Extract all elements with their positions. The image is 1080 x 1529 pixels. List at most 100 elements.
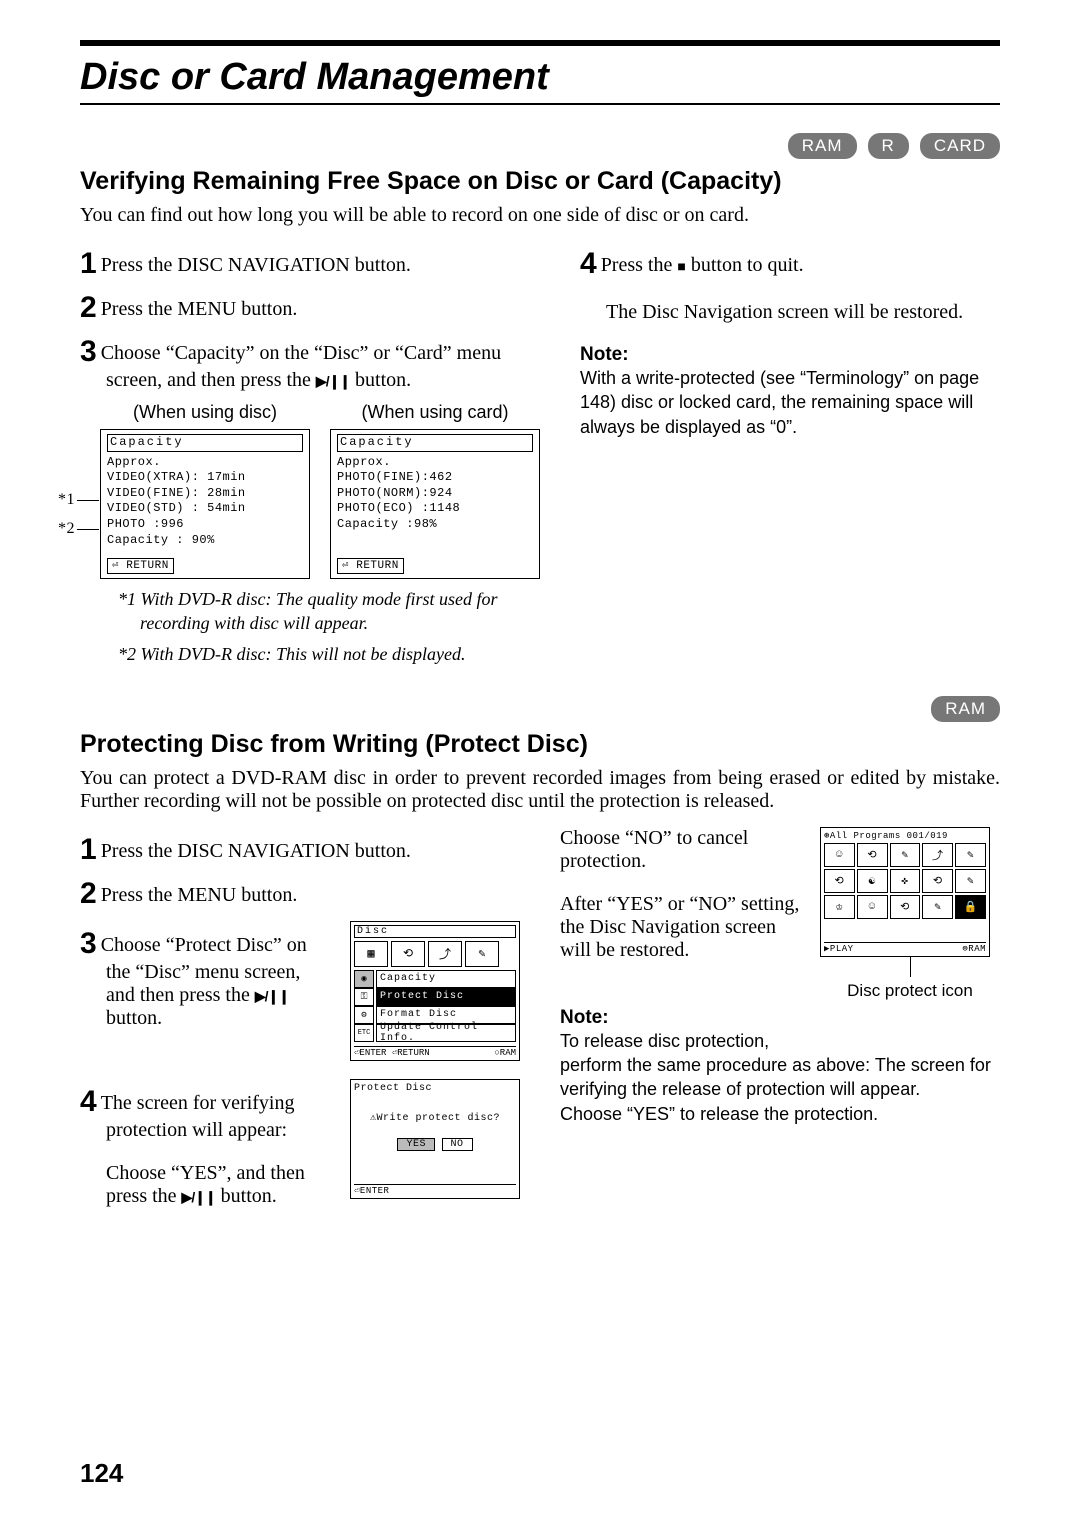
- section2-badges: RAM: [80, 696, 1000, 722]
- playpause-icon: [316, 369, 350, 391]
- s1-restored: The Disc Navigation screen will be resto…: [606, 301, 1000, 324]
- playpause-icon-3: [182, 1185, 216, 1207]
- s2-right2: After “YES” or “NO” setting, the Disc Na…: [560, 893, 800, 962]
- nav-thumb: ⟲: [824, 869, 855, 893]
- section1-badges: RAM R CARD: [80, 133, 1000, 159]
- diag-disc-label: (When using disc): [100, 402, 310, 423]
- s1-step2: 2Press the MENU button.: [80, 291, 540, 325]
- osd-nav: ⊛All Programs 001/019 ☺ ⟲ ✎ ⤴ ✎ ⟲ ☯ ✜ ⟲ …: [820, 827, 990, 957]
- s2-step3-row: 3Choose “Protect Disc” on the “Disc” men…: [80, 921, 520, 1061]
- section2-left: 1Press the DISC NAVIGATION button. 2Pres…: [80, 827, 520, 1228]
- nav-thumb: ✜: [890, 869, 921, 893]
- s2-note-l3: Choose “YES” to release the protection.: [560, 1102, 1000, 1126]
- menu-protect: Protect Disc: [376, 988, 516, 1006]
- osd-card-title: Capacity: [337, 434, 533, 452]
- capacity-diagrams: (When using disc) Capacity Approx. *1 VI…: [100, 402, 540, 579]
- confirm-foot: ⏎ENTER: [354, 1186, 389, 1196]
- section2-heading: Protecting Disc from Writing (Protect Di…: [80, 730, 1000, 759]
- s2-step4b: Choose “YES”, and then press the button.: [106, 1162, 326, 1208]
- osd-disc-l2: VIDEO(XTRA): 17min: [107, 470, 303, 486]
- nav-foot-l: ▶PLAY: [824, 944, 854, 954]
- badge-r: R: [868, 133, 909, 159]
- osd-card-l3: PHOTO(NORM):924: [337, 486, 533, 502]
- osd-disc-l3: VIDEO(FINE): 28min: [107, 486, 303, 502]
- s2-note-title: Note:: [560, 1007, 1000, 1029]
- footnote-1: *1 With DVD-R disc: The quality mode fir…: [118, 587, 540, 636]
- section1-right: 4Press the button to quit. The Disc Navi…: [580, 241, 1000, 666]
- page-number: 124: [80, 1458, 123, 1489]
- s1-step1: 1Press the DISC NAVIGATION button.: [80, 247, 540, 281]
- s2-step3: 3Choose “Protect Disc” on the “Disc” men…: [80, 927, 326, 1030]
- s2-note-l2: perform the same procedure as above: The…: [560, 1053, 1000, 1102]
- s2-step4: 4The screen for verifying protection wil…: [80, 1085, 326, 1142]
- s2-step1-text: Press the DISC NAVIGATION button.: [101, 840, 411, 862]
- badge-ram: RAM: [788, 133, 857, 159]
- s1-note-title: Note:: [580, 344, 1000, 366]
- section2-right: Choose “NO” to cancel protection. After …: [560, 827, 1000, 1228]
- nav-thumb: ☺: [857, 895, 888, 919]
- nav-thumb-locked: 🔒: [955, 895, 986, 919]
- nav-thumb: ✎: [890, 843, 921, 867]
- page-top-rule: [80, 40, 1000, 46]
- section1-left: 1Press the DISC NAVIGATION button. 2Pres…: [80, 241, 540, 666]
- badge-card: CARD: [920, 133, 1000, 159]
- osd-disc-l6: Capacity : 90%: [107, 533, 303, 549]
- osd-disc-menu: Disc ▦ ⟲ ⤴ ✎ ◉Capacity ⚿Protect Disc ⚙Fo…: [350, 921, 520, 1061]
- s1-note-body: With a write-protected (see “Terminology…: [580, 366, 1000, 439]
- star1-label: *1: [58, 491, 75, 508]
- playpause-icon-2: [255, 984, 289, 1006]
- menu-update: Update Control Info.: [376, 1024, 516, 1042]
- osd-card-l2: PHOTO(FINE):462: [337, 470, 533, 486]
- confirm-title: Protect Disc: [354, 1083, 516, 1094]
- osd-disc-return: ⏎ RETURN: [107, 558, 174, 574]
- s1-step3-text-b: button.: [350, 369, 411, 391]
- osd-capacity-disc: Capacity Approx. *1 VIDEO(XTRA): 17min V…: [100, 429, 310, 579]
- section1-columns: 1Press the DISC NAVIGATION button. 2Pres…: [80, 241, 1000, 666]
- menu-foot-r: ○RAM: [494, 1048, 516, 1058]
- s2-step4-text: The screen for verifying protection will…: [101, 1092, 295, 1141]
- s2-step1: 1Press the DISC NAVIGATION button.: [80, 833, 520, 867]
- nav-caption: Disc protect icon: [820, 981, 1000, 1001]
- s1-step4-text-a: Press the: [601, 254, 678, 276]
- nav-thumb: ✎: [955, 869, 986, 893]
- star2-label: *2: [58, 520, 75, 537]
- confirm-yes: YES: [397, 1138, 435, 1151]
- thumb-icon: ▦: [354, 941, 388, 967]
- section2-intro: You can protect a DVD-RAM disc in order …: [80, 767, 1000, 813]
- s2-step4b-c: button.: [216, 1185, 277, 1207]
- s1-step4-text-b: button to quit.: [686, 254, 804, 276]
- osd-disc-title: Capacity: [107, 434, 303, 452]
- osd-disc-l4: VIDEO(STD) : 54min: [107, 501, 303, 517]
- osd-disc-l5: PHOTO :996: [107, 517, 303, 533]
- osd-menu-title: Disc: [354, 925, 516, 938]
- menu-row-icon: ⚙: [354, 1006, 374, 1024]
- nav-foot-r: ⊜RAM: [962, 944, 986, 954]
- confirm-no: NO: [442, 1138, 473, 1151]
- osd-capacity-card: Capacity Approx. PHOTO(FINE):462 PHOTO(N…: [330, 429, 540, 579]
- nav-thumb: ⟲: [857, 843, 888, 867]
- menu-disc-icon: ◉: [354, 970, 374, 988]
- s1-step4: 4Press the button to quit.: [580, 247, 1000, 281]
- nav-thumb: ⟲: [922, 869, 953, 893]
- section1-intro: You can find out how long you will be ab…: [80, 204, 1000, 227]
- osd-card-l4: PHOTO(ECO) :1148: [337, 501, 533, 517]
- menu-capacity: Capacity: [376, 970, 516, 988]
- nav-top: ⊛All Programs 001/019: [824, 831, 986, 841]
- s2-note-l1: To release disc protection,: [560, 1029, 1000, 1053]
- s2-step4-row: 4The screen for verifying protection wil…: [80, 1079, 520, 1228]
- nav-thumb: ♔: [824, 895, 855, 919]
- footnote-2: *2 With DVD-R disc: This will not be dis…: [118, 642, 540, 666]
- confirm-msg: ⚠Write protect disc?: [354, 1112, 516, 1124]
- diag-card-label: (When using card): [330, 402, 540, 423]
- menu-row-icon: ETC: [354, 1024, 374, 1042]
- osd-disc-l1: Approx.: [107, 455, 303, 471]
- osd-card-l5: Capacity :98%: [337, 517, 533, 533]
- nav-thumb: ⤴: [922, 843, 953, 867]
- menu-foot-l: ⏎ENTER ⏎RETURN: [354, 1048, 430, 1058]
- s1-step3: 3Choose “Capacity” on the “Disc” or “Car…: [80, 335, 540, 392]
- thumb-icon: ⟲: [391, 941, 425, 967]
- section2-columns: 1Press the DISC NAVIGATION button. 2Pres…: [80, 827, 1000, 1228]
- s2-step3-text-b: button.: [106, 1007, 162, 1029]
- s2-step2: 2Press the MENU button.: [80, 877, 520, 911]
- nav-thumb: ☯: [857, 869, 888, 893]
